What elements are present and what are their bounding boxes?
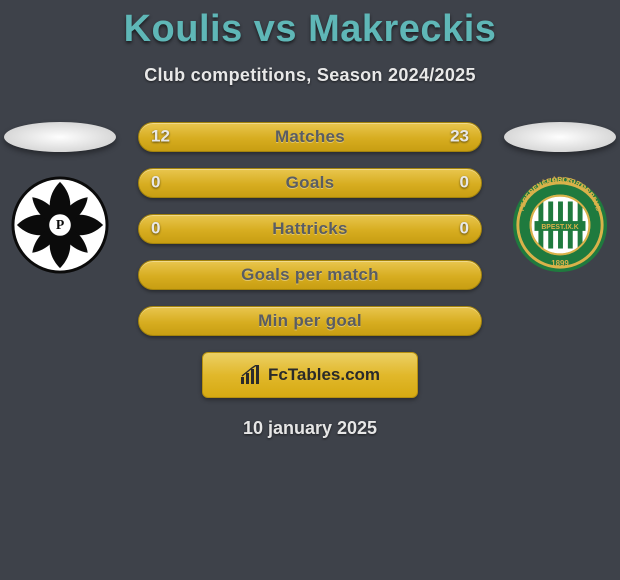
ferencvaros-crest-icon: BPEST.IX.K FERENCVÁROSI TORNA FERENCVÁRO… xyxy=(511,176,609,274)
svg-text:1899: 1899 xyxy=(551,259,569,268)
stat-left-value: 12 xyxy=(151,127,170,147)
stat-right-value: 0 xyxy=(460,219,469,239)
stat-row-matches: 12 Matches 23 xyxy=(138,122,482,152)
brand-text: FcTables.com xyxy=(268,365,380,385)
stat-row-goals: 0 Goals 0 xyxy=(138,168,482,198)
stat-label: Hattricks xyxy=(272,219,347,239)
stat-label: Goals xyxy=(286,173,335,193)
stat-row-hattricks: 0 Hattricks 0 xyxy=(138,214,482,244)
preussen-munster-crest-icon: P xyxy=(11,176,109,274)
comparison-panel: P BPEST.IX.K xyxy=(0,122,620,439)
brand-badge[interactable]: FcTables.com xyxy=(202,352,418,398)
stat-row-min-per-goal: Min per goal xyxy=(138,306,482,336)
left-team-crest: P xyxy=(11,176,109,274)
left-team-column: P xyxy=(0,122,120,274)
stat-row-goals-per-match: Goals per match xyxy=(138,260,482,290)
page-title: Koulis vs Makreckis xyxy=(0,0,620,51)
stat-left-value: 0 xyxy=(151,173,160,193)
stat-left-value: 0 xyxy=(151,219,160,239)
subtitle: Club competitions, Season 2024/2025 xyxy=(0,65,620,86)
right-nationality-ellipse xyxy=(504,122,616,152)
svg-text:P: P xyxy=(56,217,64,232)
bar-chart-icon xyxy=(240,365,262,385)
stat-label: Matches xyxy=(275,127,345,147)
stat-right-value: 0 xyxy=(460,173,469,193)
svg-text:BPEST.IX.K: BPEST.IX.K xyxy=(541,224,578,231)
right-team-column: BPEST.IX.K FERENCVÁROSI TORNA FERENCVÁRO… xyxy=(500,122,620,274)
right-team-crest: BPEST.IX.K FERENCVÁROSI TORNA FERENCVÁRO… xyxy=(511,176,609,274)
stat-label: Goals per match xyxy=(241,265,379,285)
date-text: 10 january 2025 xyxy=(0,418,620,439)
stat-label: Min per goal xyxy=(258,311,362,331)
stat-bars: 12 Matches 23 0 Goals 0 0 Hattricks 0 Go… xyxy=(138,122,482,336)
stat-right-value: 23 xyxy=(450,127,469,147)
left-nationality-ellipse xyxy=(4,122,116,152)
